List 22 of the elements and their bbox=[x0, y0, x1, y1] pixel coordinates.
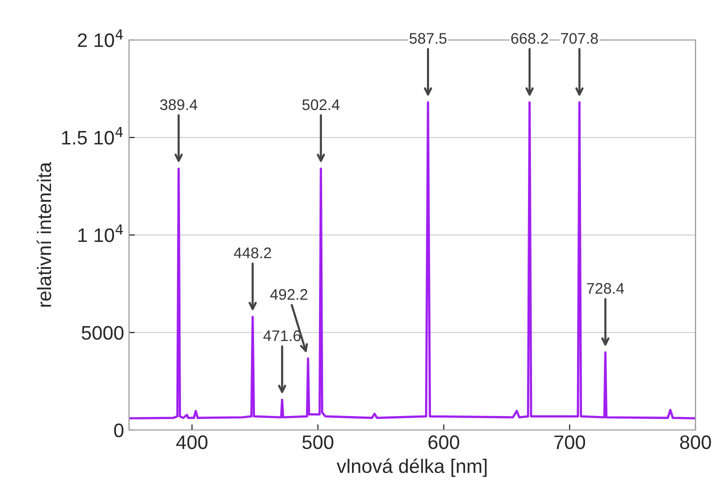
x-tick-label: 800 bbox=[680, 435, 711, 450]
annotation: 389.4 bbox=[160, 99, 198, 110]
x-tick-label: 400 bbox=[176, 435, 208, 450]
annotation: 492.2 bbox=[270, 289, 308, 300]
annotation: 587.5 bbox=[410, 33, 446, 44]
y-tick-label: 0 bbox=[114, 423, 124, 438]
y-tick-label: 5000 bbox=[82, 326, 124, 340]
annotation: 502.4 bbox=[302, 99, 340, 110]
x-tick-label: 600 bbox=[428, 435, 460, 450]
annotation: 707.8 bbox=[561, 33, 598, 44]
y-tick-label: 2 10$^{4}$ bbox=[78, 30, 123, 48]
x-tick-label: 500 bbox=[302, 435, 334, 450]
y-tick-label: 1.5 10$^{4}$ bbox=[62, 127, 123, 145]
x-axis-title: vlnová délka [nm] bbox=[336, 458, 487, 477]
annotation: 471.6 bbox=[263, 330, 301, 342]
line-series bbox=[129, 101, 696, 420]
annotation: 448.2 bbox=[234, 248, 272, 258]
annotation: 728.4 bbox=[587, 282, 624, 294]
y-tick-label: 1 10$^{4}$ bbox=[78, 224, 123, 242]
y-axis-title: relativní intenzita bbox=[36, 162, 52, 307]
annotation: 668.2 bbox=[511, 33, 548, 44]
x-tick-label: 700 bbox=[554, 435, 586, 450]
